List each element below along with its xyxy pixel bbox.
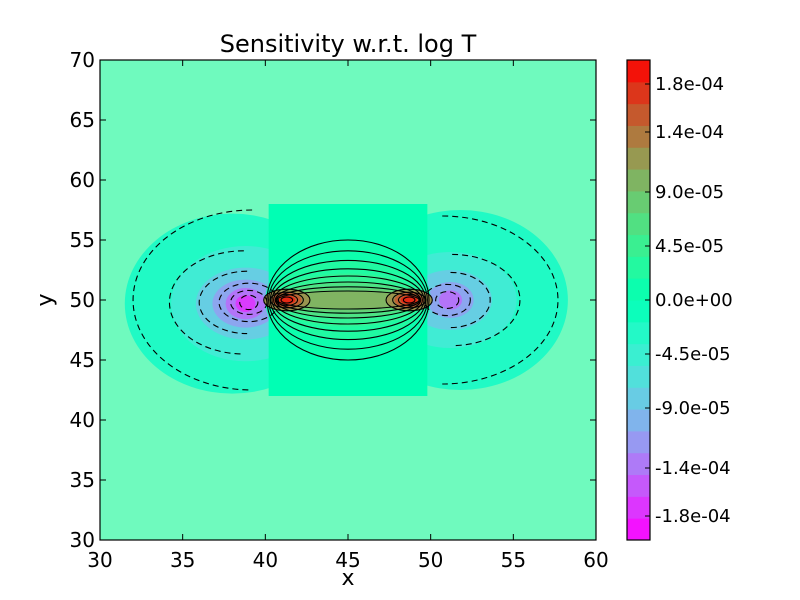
colorbar-swatch [627,234,650,257]
colorbar-swatch [627,496,650,519]
x-axis-ticks: 30 35 40 45 50 55 60 [87,60,609,572]
x-tick-label: 35 [170,548,195,572]
colorbar-swatch [627,430,650,454]
positive-core-contour-line [263,288,311,312]
x-tick-label: 30 [87,548,112,572]
positive-core-contour-line [397,294,421,306]
colorbar-swatch [627,474,650,497]
colorbar-swatch [627,518,650,541]
colorbar-tick-label: -4.5e-05 [655,344,731,365]
x-tick-label: 50 [418,548,443,572]
negative-contour-line-left [132,209,253,391]
negative-contour-line-left [168,250,244,355]
colorbar-tick-label: -9.0e-05 [655,398,731,419]
x-axis-label: x [341,566,354,591]
colorbar-swatch [627,300,650,323]
y-tick-label: 60 [70,168,95,192]
positive-lobe-band [278,291,418,309]
positive-contour-line [274,281,422,319]
colorbar-tick-label: -1.4e-04 [655,458,731,479]
colorbar-swatch [627,190,650,214]
colorbar-tick-label: 0.0e+00 [655,290,733,311]
contour-lines [132,209,559,391]
negative-contour-ring-right [435,291,460,309]
colorbar-swatch [627,169,650,192]
y-tick-label: 35 [70,468,95,492]
negative-contour-line-right [442,215,559,385]
negative-contour-ring-left [239,294,259,311]
y-tick-label: 70 [70,48,95,72]
colorbar-swatch [627,60,650,83]
negative-contour-line-left [198,270,248,335]
y-tick-label: 65 [70,108,95,132]
colorbar-swatch [627,321,650,345]
colorbar-swatch [627,212,650,236]
x-tick-label: 40 [253,548,278,572]
plot-area [100,60,596,540]
colorbar-swatch [627,81,650,105]
positive-core-contour-line [402,296,416,304]
colorbar-swatch [627,387,650,410]
y-tick-label: 55 [70,228,95,252]
positive-contour-line [276,290,420,310]
positive-core-contour-line [280,296,294,304]
colorbar-tick-label: 1.8e-04 [655,74,724,95]
chart-title: Sensitivity w.r.t. log T [220,30,477,58]
colorbar-tick-label: -1.8e-04 [655,506,731,527]
colorbar-swatch [627,147,650,170]
colorbar-swatch [627,365,650,388]
y-axis-label: y [33,293,58,306]
x-tick-label: 55 [501,548,526,572]
x-tick-label: 60 [583,548,608,572]
colorbar-swatch [627,409,650,432]
positive-core-contour-line [275,294,299,306]
positive-contour-line [273,275,423,325]
y-tick-label: 30 [70,528,95,552]
colorbar-swatch [627,125,650,148]
y-axis-ticks: 30 35 40 45 50 55 60 65 70 [70,48,596,552]
positive-contour-line [271,268,425,332]
colorbar-swatch [627,278,650,301]
colorbar-swatch [627,103,650,126]
colorbar-tick-label: 9.0e-05 [655,182,724,203]
colorbar-swatch [627,256,650,279]
x-tick-label: 45 [335,548,360,572]
colorbar-tick-label: 4.5e-05 [655,236,724,257]
positive-core-contour-line [385,288,433,312]
colorbar: -1.8e-04 -1.4e-04 -9.0e-05 -4.5e-05 0.0e+00 4… [626,59,733,541]
y-tick-label: 45 [70,348,95,372]
positive-core-contour-line [392,291,427,309]
positive-contour-line [268,250,428,350]
negative-contour-line-right [452,253,521,347]
colorbar-swatch [627,343,650,366]
positive-core-contour-line [269,291,304,309]
colorbar-swatch [627,452,650,476]
y-tick-label: 50 [70,288,95,312]
positive-contour-line [266,239,430,361]
y-tick-label: 40 [70,408,95,432]
contour-fills [124,204,568,396]
negative-lobe-left-band [235,295,256,312]
negative-contour-line-right [450,271,491,329]
colorbar-tick-label: 1.4e-04 [655,122,724,143]
